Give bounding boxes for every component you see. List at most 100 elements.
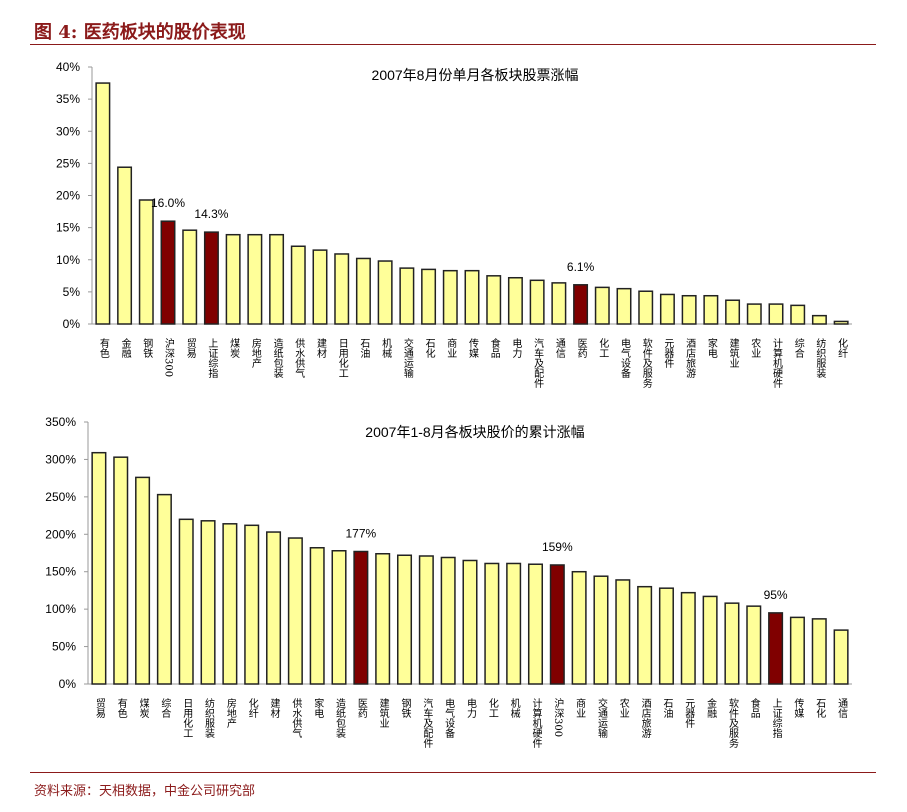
- bar-建筑业: [375, 552, 391, 685]
- y-tick-label: 5%: [63, 285, 81, 299]
- category-label: 贸易: [93, 698, 105, 719]
- category-label: 建筑业: [727, 337, 739, 368]
- category-label: 钢铁: [141, 337, 153, 359]
- category-label: 金融: [119, 337, 131, 359]
- bar-通信: [551, 282, 567, 325]
- bar-汽车及配件: [418, 555, 434, 685]
- category-label: 农业: [617, 697, 629, 718]
- bar-石化: [421, 268, 437, 325]
- bar-传媒: [789, 616, 805, 685]
- category-label: 电气设备: [443, 697, 455, 739]
- bar-农业: [746, 303, 762, 325]
- category-label: 传媒: [792, 698, 804, 719]
- category-label: 有色: [97, 337, 109, 358]
- y-tick-label: 100%: [45, 602, 76, 616]
- category-label: 电力: [510, 337, 522, 359]
- header-divider: [30, 44, 876, 45]
- bar-家电: [703, 294, 719, 325]
- bar-酒店旅游: [681, 294, 697, 325]
- category-label: 纺织服装: [203, 697, 215, 739]
- bar-建材: [312, 249, 328, 325]
- category-label: 化纤: [246, 697, 258, 719]
- figure-title: 图 4: 医药板块的股价表现: [34, 22, 246, 43]
- category-label: 煤炭: [228, 337, 240, 359]
- category-label: 综合: [792, 337, 804, 359]
- chart-title: 2007年1-8月各板块股价的累计涨幅: [365, 424, 584, 440]
- category-label: 建材: [268, 697, 280, 718]
- bar-金融: [702, 595, 718, 685]
- category-label: 供水供气: [290, 697, 302, 738]
- data-label: 16.0%: [151, 196, 185, 210]
- footer-divider: [30, 772, 876, 773]
- category-label: 煤炭: [137, 697, 149, 719]
- y-tick-label: 40%: [56, 60, 80, 74]
- bar-供水供气: [287, 537, 303, 685]
- bar-煤炭: [225, 233, 241, 325]
- bar-纺织服装: [811, 314, 827, 325]
- category-label: 汽车及配件: [532, 337, 544, 389]
- y-tick-label: 0%: [63, 317, 81, 331]
- bar-煤炭: [135, 476, 151, 685]
- bar-建筑业: [725, 299, 741, 325]
- category-label: 家电: [705, 337, 717, 358]
- bar-传媒: [464, 269, 480, 325]
- bar-石化: [811, 618, 827, 685]
- bar-元器件: [659, 293, 675, 325]
- y-tick-label: 300%: [45, 452, 76, 466]
- category-label: 石油: [661, 698, 673, 718]
- category-label: 家电: [312, 697, 324, 718]
- category-label: 医药: [575, 338, 587, 359]
- category-label: 交通运输: [595, 697, 607, 739]
- category-label: 石化: [423, 338, 435, 358]
- category-label: 电气设备: [619, 337, 631, 379]
- chart-title: 2007年8月份单月各板块股票涨幅: [372, 67, 579, 83]
- bar-石油: [355, 257, 371, 325]
- category-label: 食品: [748, 697, 760, 719]
- bar-造纸包装: [331, 550, 347, 685]
- y-tick-label: 20%: [56, 189, 80, 203]
- bar-酒店旅游: [637, 585, 653, 685]
- bar-建材: [266, 531, 282, 685]
- y-tick-label: 250%: [45, 490, 76, 504]
- bar-交通运输: [399, 267, 415, 325]
- bar-商业: [442, 269, 458, 325]
- category-label: 石油: [358, 338, 370, 358]
- y-tick-label: 30%: [56, 124, 80, 138]
- category-label: 软件及服务: [726, 697, 738, 749]
- bar-通信: [833, 629, 849, 685]
- bar-钢铁: [396, 554, 413, 685]
- bar-软件及服务: [638, 290, 654, 325]
- source-note: 资料来源：天相数据，中金公司研究部: [34, 784, 256, 799]
- category-label: 酒店旅游: [639, 698, 651, 739]
- bar-化纤: [833, 320, 849, 325]
- category-label: 综合: [159, 697, 171, 719]
- y-tick-label: 15%: [56, 221, 80, 235]
- category-label: 上证综指: [206, 338, 218, 379]
- bar-房地产: [222, 523, 238, 685]
- bar-商业: [571, 570, 587, 685]
- bar-医药: [573, 284, 589, 325]
- bar-化工: [594, 286, 610, 325]
- bar-石油: [658, 587, 674, 685]
- category-label: 造纸包装: [334, 697, 346, 739]
- category-label: 电力: [465, 697, 477, 719]
- bar-房地产: [247, 233, 263, 325]
- y-tick-label: 200%: [45, 527, 76, 541]
- category-label: 商业: [445, 337, 457, 358]
- bar-食品: [746, 605, 762, 685]
- bar-电气设备: [440, 556, 456, 685]
- category-label: 贸易: [184, 338, 196, 359]
- category-label: 纺织服装: [814, 337, 826, 379]
- category-label: 机械: [508, 697, 520, 719]
- category-label: 元器件: [662, 338, 674, 369]
- bar-有色: [95, 82, 111, 325]
- y-tick-label: 25%: [56, 156, 80, 170]
- bar-医药: [353, 550, 369, 685]
- category-label: 金融: [705, 697, 717, 719]
- data-label: 6.1%: [567, 260, 595, 274]
- category-label: 沪深300: [163, 337, 175, 377]
- data-label: 159%: [542, 540, 573, 554]
- category-label: 酒店旅游: [684, 338, 696, 379]
- bar-食品: [486, 275, 502, 325]
- category-label: 建材: [315, 337, 327, 358]
